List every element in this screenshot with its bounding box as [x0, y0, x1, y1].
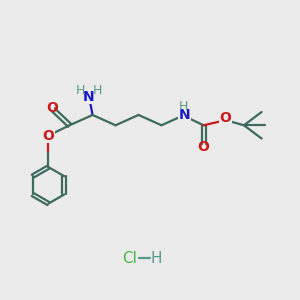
- Text: H: H: [151, 251, 162, 266]
- Text: N: N: [83, 90, 95, 104]
- Text: Cl: Cl: [122, 251, 137, 266]
- Text: O: O: [220, 111, 232, 125]
- Text: H: H: [93, 84, 102, 97]
- Text: O: O: [43, 129, 54, 142]
- Text: O: O: [46, 101, 58, 116]
- Text: N: N: [178, 108, 190, 122]
- Text: H: H: [76, 84, 86, 97]
- Text: H: H: [178, 100, 188, 112]
- Text: O: O: [198, 140, 209, 154]
